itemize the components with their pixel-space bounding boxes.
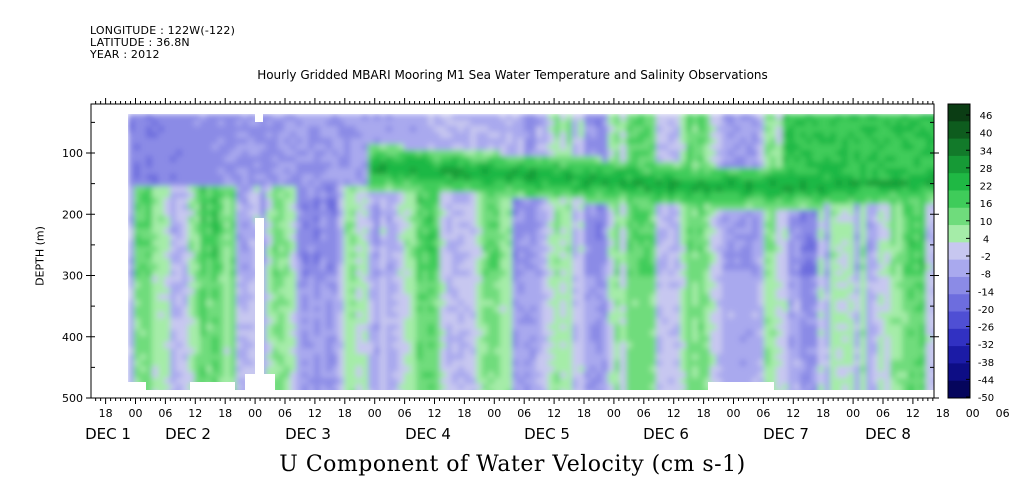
x-hour-tick-label: 06 <box>158 407 172 420</box>
x-hour-tick-label: 12 <box>308 407 322 420</box>
x-hour-tick-label: 18 <box>99 407 113 420</box>
missing-data-masks <box>91 104 934 398</box>
x-hour-tick-label: 06 <box>876 407 890 420</box>
x-day-label: DEC 4 <box>405 425 451 443</box>
x-hour-tick-label: 06 <box>517 407 531 420</box>
colorbar-label: -32 <box>978 340 994 351</box>
colorbar-label: -38 <box>978 358 994 369</box>
colorbar-swatch <box>948 242 970 261</box>
colorbar-label: -2 <box>981 252 991 263</box>
x-day-label: DEC 8 <box>865 425 911 443</box>
y-tick-label: 500 <box>62 392 83 405</box>
colorbar-swatch <box>948 104 970 122</box>
x-hour-tick-label: 06 <box>637 407 651 420</box>
colorbar-label: 22 <box>980 182 993 193</box>
colorbar-label: 10 <box>980 217 993 228</box>
x-hour-tick-label: 06 <box>278 407 292 420</box>
x-hour-tick-label: 00 <box>368 407 382 420</box>
x-hour-tick-label: 06 <box>996 407 1009 420</box>
x-hour-tick-label: 18 <box>218 407 232 420</box>
y-tick-label: 200 <box>62 208 83 221</box>
x-hour-tick-label: 00 <box>846 407 860 420</box>
x-hour-tick-label: 06 <box>756 407 770 420</box>
colorbar-label: 16 <box>980 199 993 210</box>
x-hour-tick-label: 12 <box>667 407 681 420</box>
x-day-label: DEC 6 <box>643 425 689 443</box>
colorbar-label: 46 <box>980 111 993 122</box>
chart-title: Hourly Gridded MBARI Mooring M1 Sea Wate… <box>257 68 768 82</box>
x-day-label: DEC 1 <box>85 425 131 443</box>
x-hour-tick-label: 06 <box>398 407 412 420</box>
colorbar-swatch <box>948 380 970 399</box>
x-hour-tick-label: 12 <box>428 407 442 420</box>
colorbar-swatch <box>948 121 970 140</box>
colorbar-swatch <box>948 363 970 382</box>
colorbar-swatch <box>948 225 970 243</box>
x-hour-tick-label: 18 <box>577 407 591 420</box>
colorbar-label: -14 <box>978 287 994 298</box>
x-hour-tick-label: 00 <box>487 407 501 420</box>
longitude-label: LONGITUDE : 122W(-122) <box>90 24 236 37</box>
colorbar-label: -8 <box>981 270 991 281</box>
x-hour-tick-label: 18 <box>697 407 711 420</box>
colorbar-swatch <box>948 346 970 364</box>
latitude-label: LATITUDE : 36.8N <box>90 36 190 49</box>
x-day-label: DEC 2 <box>165 425 211 443</box>
colorbar-swatch <box>948 173 970 191</box>
colorbar-label: -50 <box>978 393 994 404</box>
colorbar-label: -26 <box>978 323 994 334</box>
x-hour-tick-label: 00 <box>129 407 143 420</box>
x-hour-tick-label: 18 <box>816 407 830 420</box>
colorbar-swatch <box>948 155 970 174</box>
colorbar-label: 28 <box>980 164 993 175</box>
colorbar-label: -20 <box>978 305 994 316</box>
x-hour-tick-label: 18 <box>936 407 950 420</box>
x-hour-tick-label: 00 <box>727 407 741 420</box>
x-hour-tick-label: 00 <box>248 407 262 420</box>
colorbar-label: 40 <box>980 129 993 140</box>
colorbar-label: -44 <box>978 375 994 386</box>
x-day-label: DEC 7 <box>763 425 809 443</box>
colorbar-swatch <box>948 138 970 157</box>
x-hour-tick-label: 00 <box>966 407 980 420</box>
colorbar-swatch <box>948 276 970 295</box>
x-hour-tick-label: 12 <box>188 407 202 420</box>
colorbar-swatch <box>948 294 970 313</box>
colorbar-label: 4 <box>983 234 989 245</box>
x-hour-tick-label: 18 <box>338 407 352 420</box>
x-day-label: DEC 5 <box>524 425 570 443</box>
colorbar-label: 34 <box>980 146 993 157</box>
colorbar: 46 40 34 28 22 16 10 4 -2 -8 -14 -20 -26 -32 -38 -44 -50 <box>947 103 994 404</box>
colorbar-swatch <box>948 328 970 347</box>
x-hour-tick-label: 12 <box>547 407 561 420</box>
colorbar-swatch <box>948 190 970 209</box>
colorbar-swatch <box>948 207 970 226</box>
y-tick-label: 300 <box>62 270 83 283</box>
y-tick-label: 400 <box>62 331 83 344</box>
x-day-label: DEC 3 <box>285 425 331 443</box>
heatmap-field <box>128 114 934 397</box>
x-hour-tick-label: 12 <box>786 407 800 420</box>
variable-title: U Component of Water Velocity (cm s-1) <box>279 452 746 477</box>
year-label: YEAR : 2012 <box>90 48 160 61</box>
x-hour-tick-label: 12 <box>906 407 920 420</box>
x-hour-tick-label: 18 <box>457 407 471 420</box>
plot-frame <box>90 103 935 399</box>
x-hour-tick-label: 00 <box>607 407 621 420</box>
y-tick-label: 100 <box>62 147 83 160</box>
colorbar-swatch <box>948 311 970 330</box>
colorbar-swatch <box>948 259 970 278</box>
